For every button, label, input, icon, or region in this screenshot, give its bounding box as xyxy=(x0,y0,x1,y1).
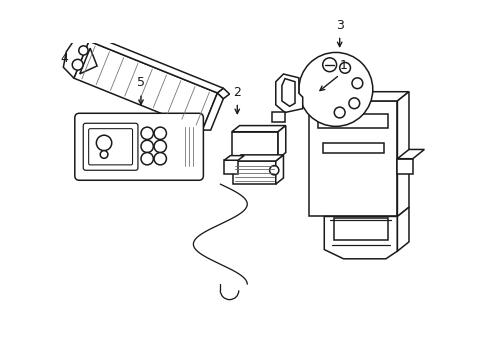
Text: 4: 4 xyxy=(60,51,68,64)
Polygon shape xyxy=(89,36,223,93)
Circle shape xyxy=(154,140,167,153)
Circle shape xyxy=(97,135,112,150)
Polygon shape xyxy=(272,112,285,122)
Polygon shape xyxy=(224,156,244,160)
Polygon shape xyxy=(74,41,218,130)
FancyBboxPatch shape xyxy=(89,129,132,165)
FancyBboxPatch shape xyxy=(83,123,138,170)
Polygon shape xyxy=(323,143,384,153)
Polygon shape xyxy=(334,218,388,239)
Polygon shape xyxy=(218,88,229,99)
Polygon shape xyxy=(202,93,223,130)
Polygon shape xyxy=(233,161,276,184)
Polygon shape xyxy=(397,159,413,174)
Circle shape xyxy=(340,62,350,73)
Circle shape xyxy=(154,153,167,165)
FancyBboxPatch shape xyxy=(75,113,203,180)
Polygon shape xyxy=(397,149,424,159)
Circle shape xyxy=(299,53,373,126)
Circle shape xyxy=(72,59,83,70)
Polygon shape xyxy=(276,155,283,184)
Circle shape xyxy=(352,78,363,89)
Text: 5: 5 xyxy=(137,76,145,89)
Polygon shape xyxy=(278,126,286,159)
Text: 3: 3 xyxy=(336,19,343,32)
Polygon shape xyxy=(318,114,388,128)
Polygon shape xyxy=(233,155,283,161)
Circle shape xyxy=(141,127,153,139)
Polygon shape xyxy=(276,74,303,112)
Circle shape xyxy=(79,46,88,55)
Polygon shape xyxy=(397,92,409,216)
Text: 1: 1 xyxy=(340,59,347,72)
Polygon shape xyxy=(324,216,397,259)
Polygon shape xyxy=(224,160,238,174)
Polygon shape xyxy=(309,92,409,101)
Polygon shape xyxy=(80,48,97,74)
Circle shape xyxy=(141,140,153,153)
Circle shape xyxy=(154,127,167,139)
Circle shape xyxy=(100,150,108,158)
Polygon shape xyxy=(282,78,295,106)
Polygon shape xyxy=(232,132,278,159)
Circle shape xyxy=(323,58,337,72)
Circle shape xyxy=(270,166,279,175)
Circle shape xyxy=(349,98,360,109)
Polygon shape xyxy=(232,126,286,132)
Polygon shape xyxy=(63,39,89,78)
Circle shape xyxy=(334,107,345,118)
Polygon shape xyxy=(397,207,409,251)
Circle shape xyxy=(141,153,153,165)
Text: 2: 2 xyxy=(233,86,241,99)
Polygon shape xyxy=(309,101,397,216)
